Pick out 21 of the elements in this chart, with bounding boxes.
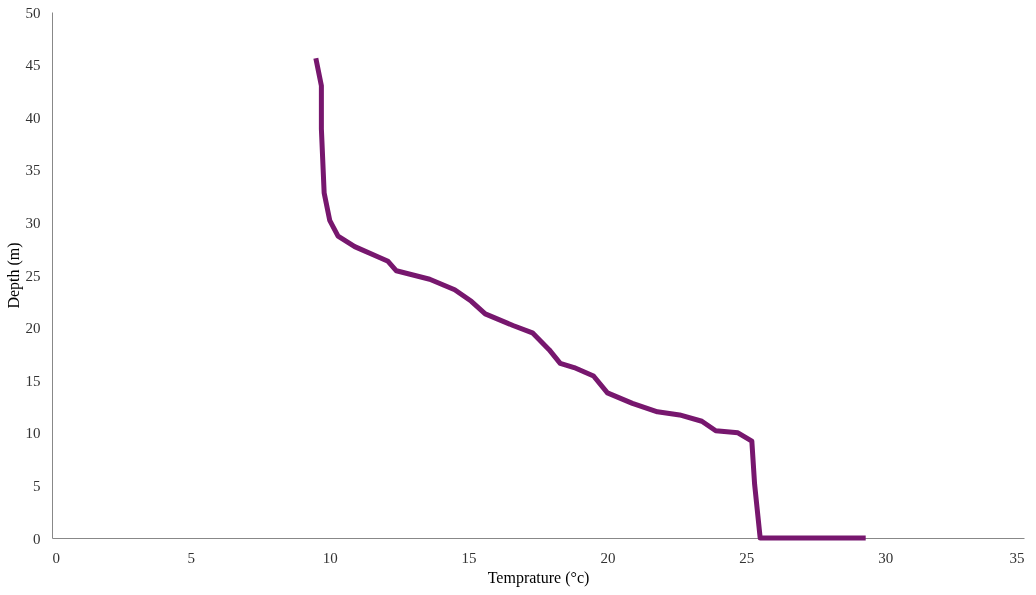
x-tick-label: 30 [878, 549, 894, 566]
x-tick-label: 0 [52, 549, 60, 566]
y-tick-label: 30 [25, 214, 41, 231]
y-tick-label: 45 [25, 57, 41, 74]
x-axis-title: Temprature (°c) [487, 568, 590, 587]
y-tick-label: 50 [25, 4, 41, 21]
y-tick-label: 25 [25, 267, 41, 284]
y-tick-label: 10 [25, 425, 41, 442]
y-tick-label: 35 [25, 162, 41, 179]
y-tick-label: 0 [33, 530, 41, 547]
y-tick-label: 15 [25, 372, 41, 389]
y-tick-label: 5 [33, 477, 41, 494]
x-tick-label: 25 [739, 549, 755, 566]
x-tick-label: 35 [1009, 549, 1025, 566]
x-tick-label: 20 [600, 549, 616, 566]
y-axis-title: Depth (m) [4, 242, 23, 309]
y-tick-label: 20 [25, 320, 41, 337]
y-tick-label: 40 [25, 109, 41, 126]
x-tick-label: 5 [187, 549, 196, 566]
x-tick-label: 10 [322, 549, 338, 566]
x-tick-label: 15 [461, 549, 477, 566]
